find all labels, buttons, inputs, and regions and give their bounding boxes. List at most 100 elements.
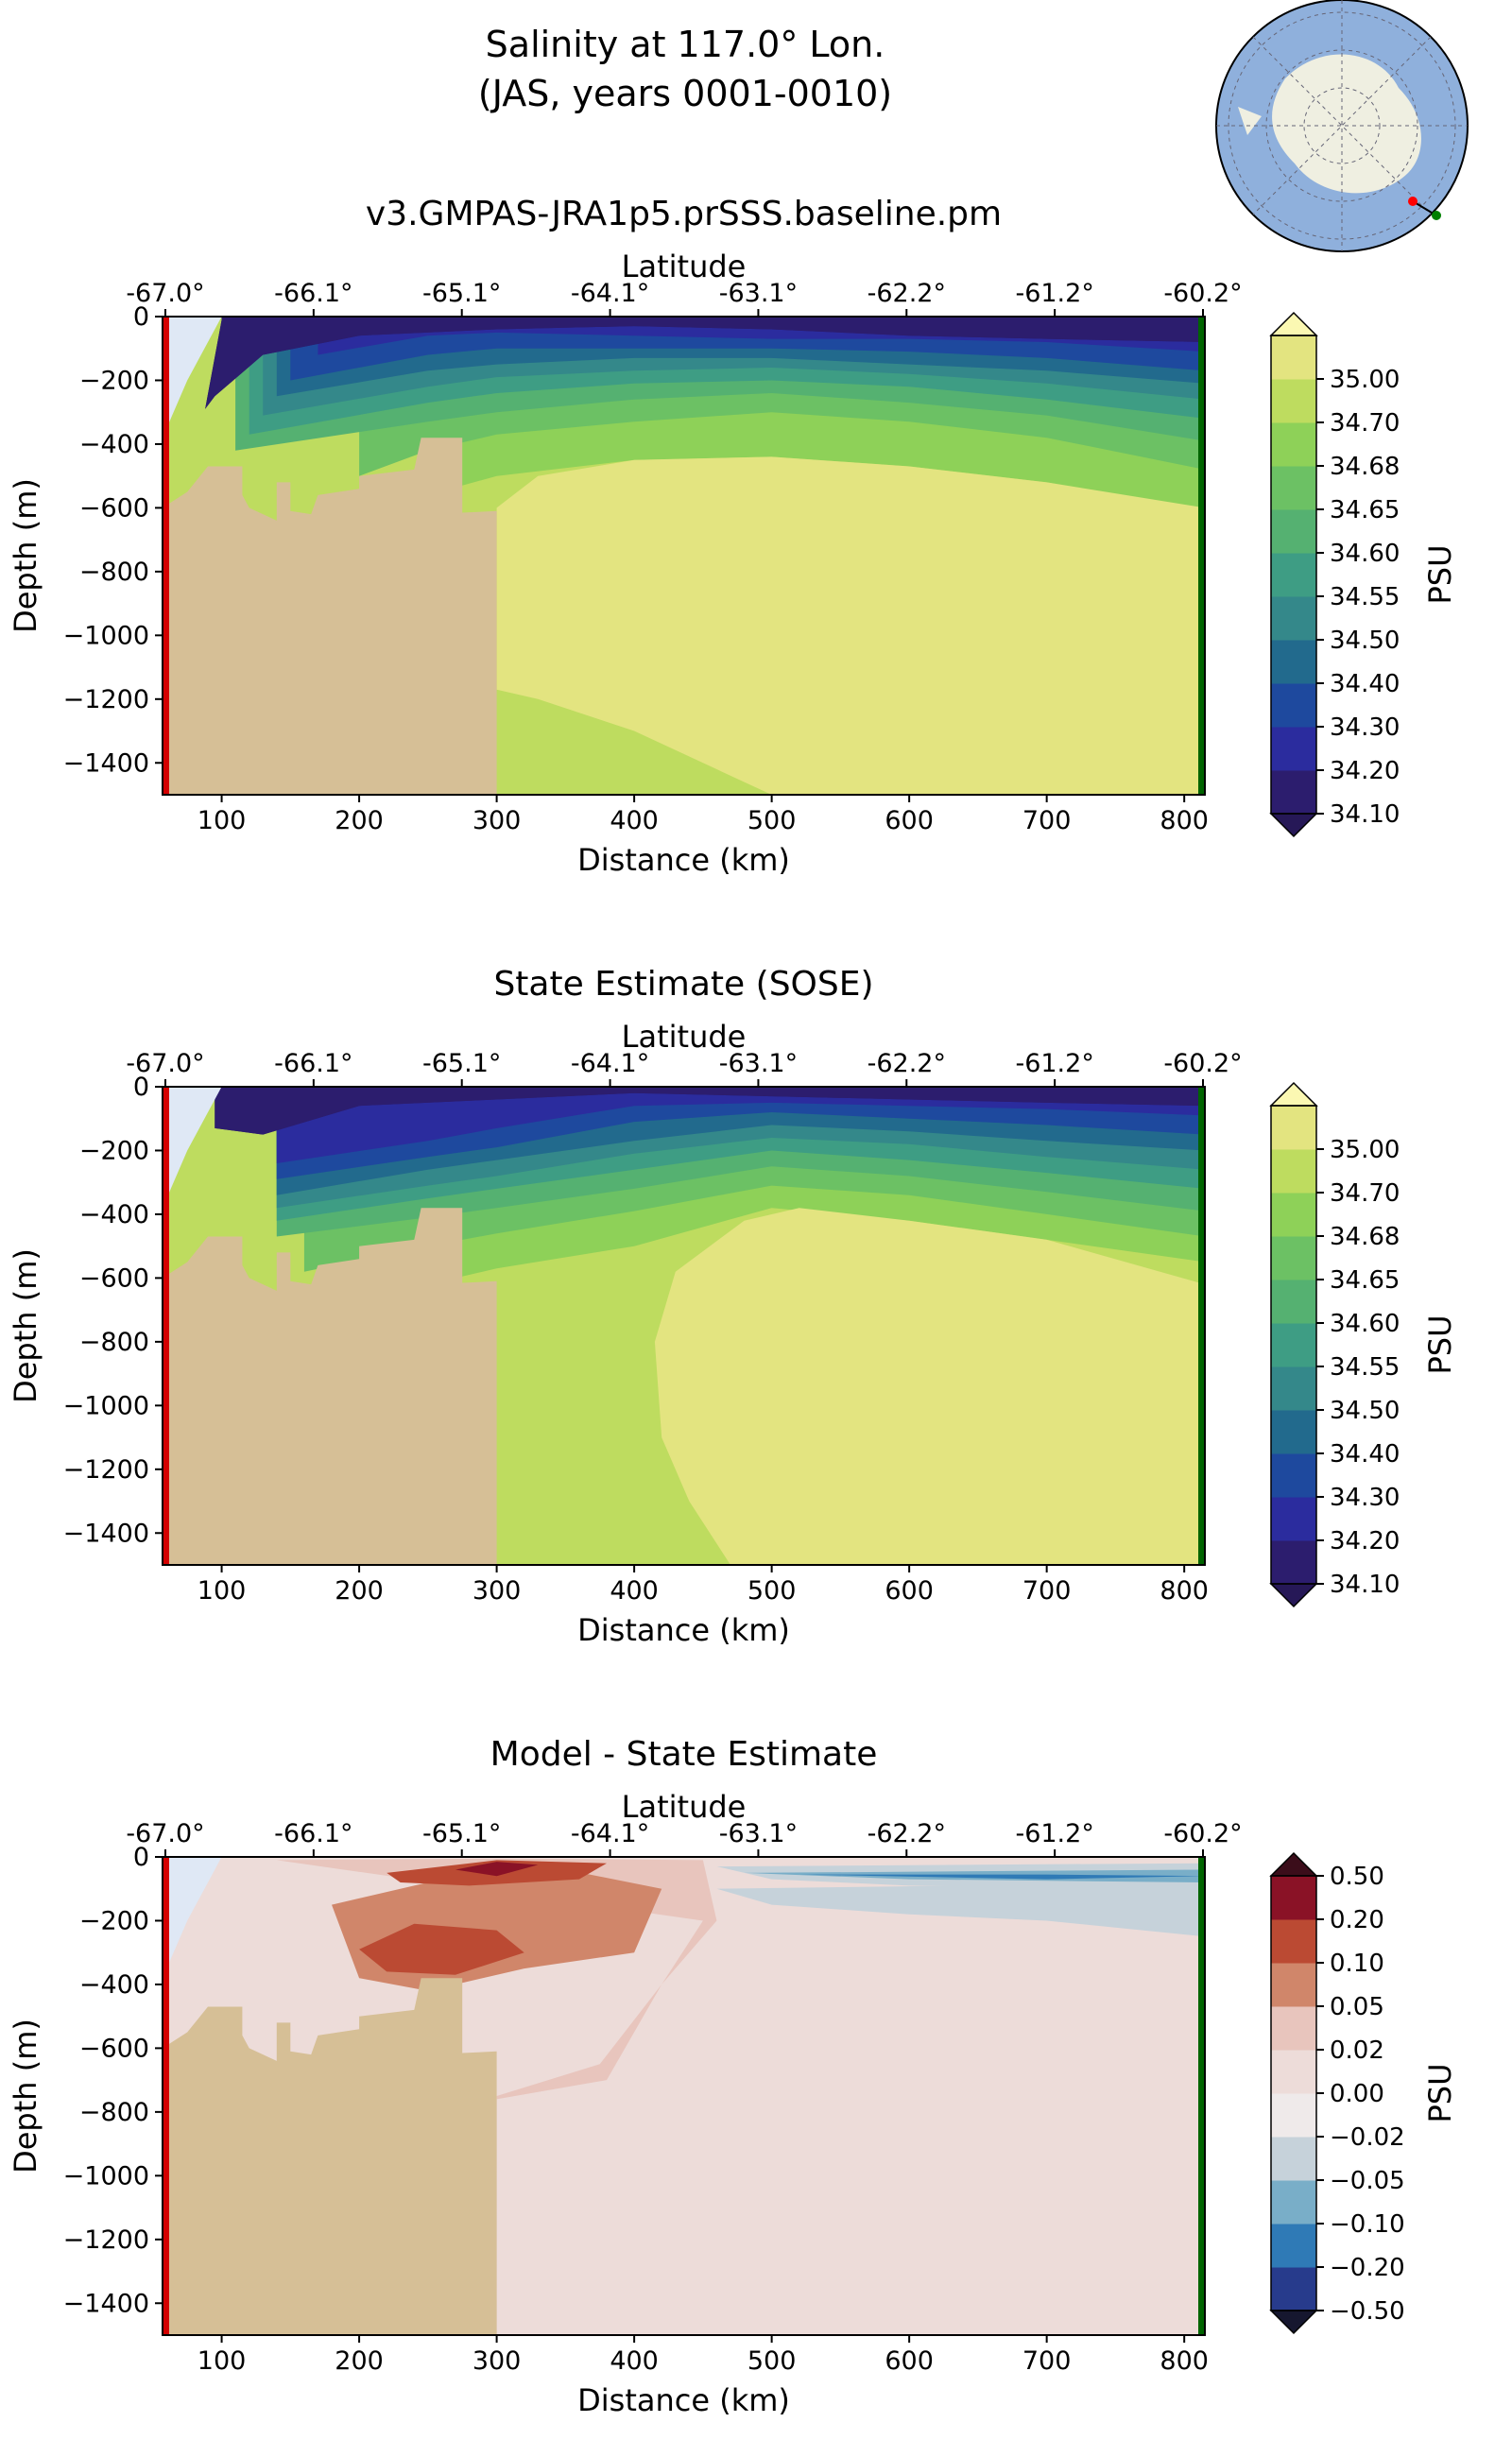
latitude-tick-label: -65.1° (422, 279, 501, 308)
x-tick-label: 600 (885, 1576, 934, 1606)
x-tick-label: 500 (747, 806, 797, 835)
colorbar-segment (1271, 1876, 1316, 1920)
colorbar-segment (1271, 466, 1316, 510)
figure-title-line2: (JAS, years 0001-0010) (478, 73, 892, 114)
colorbar-tick-label: −0.05 (1330, 2167, 1405, 2195)
section-start-marker (163, 1857, 169, 2335)
colorbar-tick-label: 34.55 (1330, 1353, 1400, 1382)
x-tick-label: 700 (1022, 1576, 1072, 1606)
ice-shelf (163, 1087, 222, 1209)
y-axis-label: Depth (m) (8, 2019, 43, 2174)
antarctica-inset-map (1215, 0, 1469, 252)
colorbar-segment (1271, 1410, 1316, 1454)
colorbar-tick-label: −0.10 (1330, 2210, 1405, 2239)
colorbar-label: PSU (1422, 1314, 1458, 1374)
colorbar-tick-label: 34.20 (1330, 1527, 1400, 1555)
colorbar-segment (1271, 1963, 1316, 2007)
colorbar-segment (1271, 683, 1316, 728)
latitude-tick-label: -61.2° (1015, 1819, 1093, 1848)
colorbar-segment (1271, 2137, 1316, 2181)
y-axis-label: Depth (m) (8, 478, 43, 633)
colorbar-tick-label: 0.05 (1330, 1993, 1384, 2021)
colorbar-tick-label: −0.02 (1330, 2123, 1405, 2152)
panel-title: Model - State Estimate (490, 1735, 878, 1774)
latitude-label: Latitude (622, 1789, 747, 1825)
latitude-tick-label: -66.1° (274, 1049, 352, 1078)
latitude-tick-label: -63.1° (719, 279, 798, 308)
difference-region (455, 1862, 539, 1877)
colorbar-segment (1271, 1366, 1316, 1411)
plot-area (163, 1087, 1205, 1565)
colorbar-tick-label: 34.20 (1330, 757, 1400, 785)
colorbar-tick-label: −0.50 (1330, 2297, 1405, 2326)
latitude-tick-label: -64.1° (571, 1819, 649, 1848)
latitude-tick-label: -62.2° (868, 1049, 946, 1078)
colorbar-tick-label: 34.10 (1330, 800, 1400, 829)
x-tick-label: 500 (747, 2346, 797, 2376)
x-tick-label: 100 (198, 2346, 247, 2376)
ice-shelf (163, 317, 222, 438)
latitude-tick-label: -64.1° (571, 1049, 649, 1078)
colorbar-segment (1271, 509, 1316, 554)
latitude-tick-label: -63.1° (719, 1049, 798, 1078)
y-tick-label: −800 (79, 558, 149, 587)
colorbar-segment (1271, 1149, 1316, 1194)
x-tick-label: 800 (1160, 2346, 1209, 2376)
panel-title: v3.GMPAS-JRA1p5.prSSS.baseline.pm (366, 195, 1002, 233)
y-tick-label: −800 (79, 2098, 149, 2127)
x-tick-label: 400 (610, 1576, 659, 1606)
salinity-band (276, 1087, 1205, 1163)
salinity-core-band (654, 1208, 1205, 1565)
colorbar-tick-label: 34.70 (1330, 409, 1400, 438)
colorbar-segment (1271, 727, 1316, 771)
y-tick-label: 0 (133, 1073, 149, 1102)
plot-area (163, 1857, 1205, 2335)
colorbar-tick-label: 34.40 (1330, 670, 1400, 698)
colorbar-tick-label: 34.55 (1330, 583, 1400, 611)
y-tick-label: 0 (133, 1843, 149, 1872)
seafloor-bathymetry (163, 1978, 497, 2335)
latitude-tick-label: -64.1° (571, 279, 649, 308)
colorbar-under-arrow (1269, 2310, 1318, 2335)
colorbar-over-arrow (1269, 311, 1318, 336)
colorbar-frame (1270, 1105, 1317, 1585)
x-tick-label: 200 (335, 1576, 384, 1606)
x-tick-label: 600 (885, 806, 934, 835)
y-tick-label: −200 (79, 1136, 149, 1165)
latitude-tick-label: -61.2° (1015, 1049, 1093, 1078)
colorbar-segment (1271, 2180, 1316, 2225)
x-axis-label: Distance (km) (577, 1612, 790, 1648)
colorbar-segment (1271, 2267, 1316, 2311)
colorbar-segment (1271, 770, 1316, 815)
colorbar-under-arrow (1269, 1583, 1318, 1608)
colorbar-segment (1271, 1236, 1316, 1280)
y-tick-label: −1200 (63, 1455, 149, 1485)
colorbar-tick-label: 34.68 (1330, 1223, 1400, 1251)
x-tick-label: 700 (1022, 2346, 1072, 2376)
x-axis-label: Distance (km) (577, 842, 790, 878)
x-tick-label: 800 (1160, 1576, 1209, 1606)
difference-region (716, 1882, 1205, 1937)
latitude-tick-label: -65.1° (422, 1819, 501, 1848)
surface-fresh-layer (215, 1087, 1205, 1135)
section-end-marker (1198, 317, 1205, 795)
colorbar-label: PSU (1422, 544, 1458, 604)
panel-title: State Estimate (SOSE) (493, 965, 873, 1004)
y-tick-label: −400 (79, 430, 149, 459)
seafloor-bathymetry (163, 438, 497, 795)
latitude-tick-label: -60.2° (1163, 1819, 1242, 1848)
axes-frame (162, 1086, 1206, 1566)
x-tick-label: 800 (1160, 806, 1209, 835)
ice-shelf (163, 1857, 222, 1979)
surface-fresh-layer (205, 317, 1205, 409)
latitude-label: Latitude (622, 1019, 747, 1055)
y-tick-label: −600 (79, 2034, 149, 2063)
colorbar-tick-label: 34.50 (1330, 627, 1400, 655)
colorbar-segment (1271, 1323, 1316, 1367)
colorbar-tick-label: 34.65 (1330, 1266, 1400, 1295)
y-tick-label: 0 (133, 302, 149, 332)
colorbar-over-arrow (1269, 1081, 1318, 1107)
y-tick-label: −1200 (63, 685, 149, 714)
y-tick-label: −200 (79, 1906, 149, 1935)
